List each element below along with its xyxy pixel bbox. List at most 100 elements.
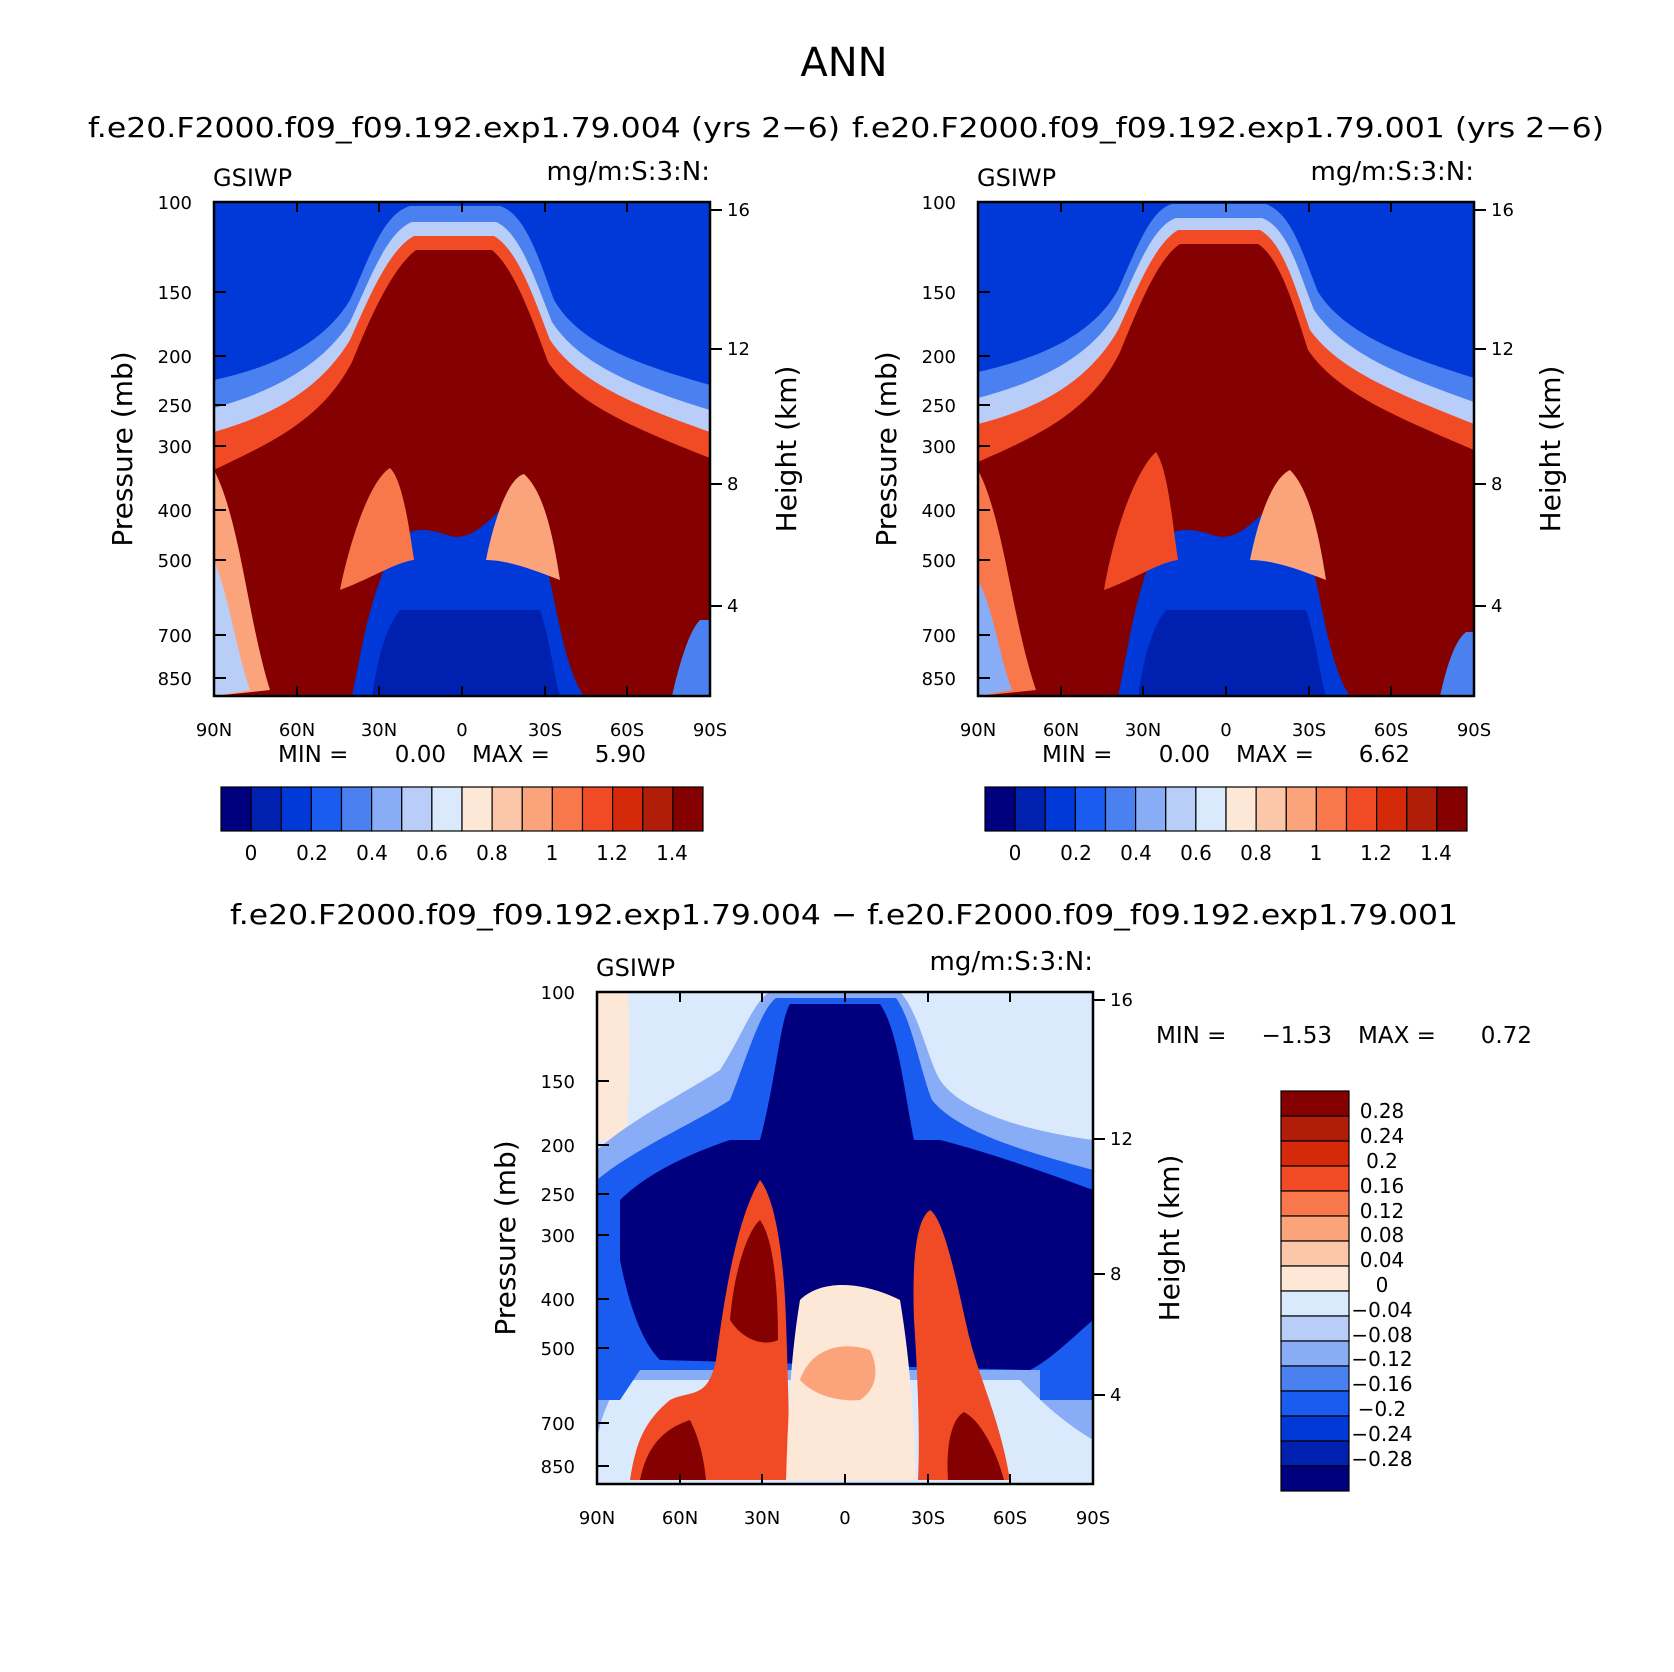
x-tick: 60S	[610, 720, 644, 741]
panel-c-units-label: mg/m:S:3:N:	[930, 947, 1093, 977]
panel-b-ylabel: Pressure (mb)	[870, 351, 903, 546]
y-tick: 300	[922, 437, 956, 458]
x-tick: 60N	[279, 720, 315, 741]
y-tick: 100	[922, 193, 956, 214]
panel-c-y-ticks: 100 150 200 250 300 400 500 700 850	[541, 983, 575, 1478]
panel-b-core	[978, 244, 1474, 696]
colorbar-label: 0.4	[356, 841, 388, 865]
panel-c-min-label: MIN =	[1156, 1023, 1226, 1049]
colorbar-swatch	[1135, 786, 1167, 832]
panel-a-max-label: MAX =	[472, 742, 550, 768]
colorbar-swatch	[1280, 1340, 1350, 1367]
colorbar-label: 0.16	[1360, 1174, 1405, 1198]
panel-b-field	[978, 202, 1474, 696]
y2-tick: 16	[727, 200, 750, 221]
colorbar-swatch	[401, 786, 433, 832]
y-tick: 850	[158, 669, 192, 690]
colorbar-swatch	[1280, 1240, 1350, 1267]
panel-b-colorbar-labels: 0 0.2 0.4 0.6 0.8 1 1.2 1.4	[1009, 841, 1452, 865]
colorbar-swatch	[1280, 1390, 1350, 1417]
x-tick: 30N	[1125, 720, 1161, 741]
colorbar-label: 1.4	[656, 841, 688, 865]
x-tick: 30N	[361, 720, 397, 741]
panel-a-lower-blue-inner	[372, 610, 560, 696]
y-tick: 700	[158, 626, 192, 647]
colorbar-swatch	[280, 786, 312, 832]
panel-c-right-lower-dark	[947, 1412, 1004, 1480]
panel-a-right-tongue	[486, 474, 560, 580]
panel-b-lower-blue-inner	[1138, 610, 1326, 696]
colorbar-swatch	[1280, 1365, 1350, 1392]
colorbar-swatch	[984, 786, 1016, 832]
y-tick: 200	[158, 347, 192, 368]
y-tick: 100	[541, 983, 575, 1004]
y-tick: 850	[922, 669, 956, 690]
colorbar-swatch	[672, 786, 704, 832]
colorbar-label: 0.28	[1360, 1099, 1405, 1123]
y-tick: 850	[541, 1457, 575, 1478]
panel-a-field	[214, 202, 710, 696]
panel-a-y2label: Height (km)	[770, 366, 803, 533]
colorbar-label: −0.24	[1351, 1422, 1412, 1446]
colorbar-swatch	[1280, 1090, 1350, 1117]
colorbar-swatch	[1014, 786, 1046, 832]
y-tick: 400	[541, 1290, 575, 1311]
panel-c-left-lower-dark	[730, 1220, 778, 1343]
colorbar-label: −0.08	[1351, 1323, 1412, 1347]
panel-c-min-value: −1.53	[1262, 1023, 1332, 1049]
colorbar-swatch	[1315, 786, 1348, 832]
y-tick: 150	[922, 283, 956, 304]
colorbar-label: 1.4	[1420, 841, 1452, 865]
y-tick: 500	[922, 551, 956, 572]
colorbar-label: 0.4	[1120, 841, 1152, 865]
y-tick: 100	[158, 193, 192, 214]
colorbar-swatch	[1280, 1215, 1350, 1242]
colorbar-swatch	[491, 786, 523, 832]
colorbar-swatch	[1345, 786, 1378, 832]
colorbar-label: 0.2	[296, 841, 328, 865]
y-tick: 200	[541, 1136, 575, 1157]
panel-a-left-tongue	[340, 468, 414, 590]
colorbar-label: 0	[1009, 841, 1022, 865]
x-tick: 30S	[911, 1508, 945, 1529]
colorbar-label: 1.2	[1360, 841, 1392, 865]
colorbar-swatch	[1285, 786, 1317, 832]
panel-a-min-label: MIN =	[278, 742, 348, 768]
x-tick: 0	[839, 1508, 850, 1529]
colorbar-swatch	[1406, 786, 1438, 832]
panel-c-field	[597, 992, 1093, 1484]
x-tick: 30N	[744, 1508, 780, 1529]
panel-a-south-pole-blue	[672, 620, 710, 696]
colorbar-swatch	[1280, 1290, 1350, 1317]
colorbar-swatch	[431, 786, 463, 832]
panel-b-max-label: MAX =	[1236, 742, 1314, 768]
colorbar-swatch	[1280, 1165, 1350, 1192]
colorbar-swatch	[581, 786, 614, 832]
panel-b-x-ticks: 90N 60N 30N 0 30S 60S 90S	[960, 720, 1491, 741]
colorbar-swatch	[1280, 1440, 1350, 1467]
x-tick: 90S	[693, 720, 727, 741]
y2-tick: 8	[1491, 474, 1502, 495]
colorbar-swatch	[1044, 786, 1076, 832]
panel-a-title: f.e20.F2000.f09_f09.192.exp1.79.004 (yrs…	[88, 111, 840, 144]
colorbar-swatch	[521, 786, 553, 832]
panel-c-colorbar-labels: 0.28 0.24 0.2 0.16 0.12 0.08 0.04 0 −0.0…	[1351, 1099, 1412, 1471]
panel-b-y2label: Height (km)	[1534, 366, 1567, 533]
x-tick: 90N	[196, 720, 232, 741]
x-tick: 90N	[579, 1508, 615, 1529]
panel-a-y-ticks: 100 150 200 250 300 400 500 700 850	[158, 193, 192, 690]
colorbar-swatch	[1280, 1465, 1350, 1492]
y-tick: 300	[541, 1226, 575, 1247]
y2-tick: 8	[1110, 1264, 1121, 1285]
panel-b-max-value: 6.62	[1359, 742, 1410, 768]
panel-c-max-value: 0.72	[1481, 1023, 1532, 1049]
panel-a-ylabel: Pressure (mb)	[106, 351, 139, 546]
colorbar-swatch	[1280, 1265, 1350, 1292]
colorbar-label: 0.8	[476, 841, 508, 865]
panel-c-right-lower-red	[913, 1210, 1010, 1480]
y2-tick: 12	[1491, 339, 1514, 360]
colorbar-label: 0.2	[1366, 1149, 1398, 1173]
panel-b-y-ticks: 100 150 200 250 300 400 500 700 850	[922, 193, 956, 690]
panel-a-shallow-edge-b	[214, 560, 250, 696]
